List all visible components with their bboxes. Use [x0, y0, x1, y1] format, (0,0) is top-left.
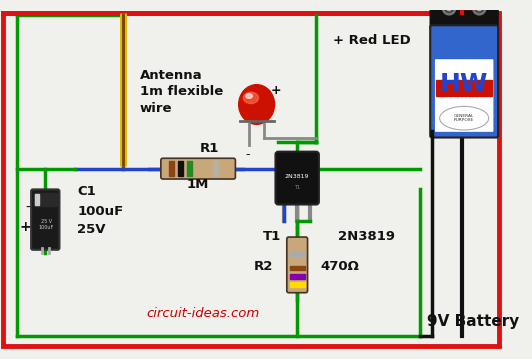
FancyBboxPatch shape: [161, 158, 235, 179]
Bar: [178, 161, 183, 176]
Ellipse shape: [447, 6, 452, 11]
FancyBboxPatch shape: [430, 0, 498, 29]
Text: GENERAL
PURPOSE: GENERAL PURPOSE: [454, 114, 475, 122]
Ellipse shape: [239, 85, 275, 124]
Ellipse shape: [472, 2, 486, 15]
Text: -: -: [25, 201, 30, 215]
Ellipse shape: [475, 4, 484, 13]
FancyBboxPatch shape: [287, 237, 307, 293]
Text: 2N3819: 2N3819: [285, 174, 310, 179]
Ellipse shape: [445, 4, 453, 13]
Bar: [289, 274, 305, 279]
Bar: [187, 161, 192, 176]
Text: C1: C1: [77, 185, 96, 198]
Text: R2: R2: [254, 260, 273, 273]
Text: 25V: 25V: [77, 223, 106, 236]
Text: Antenna
1m flexible
wire: Antenna 1m flexible wire: [139, 69, 223, 115]
FancyBboxPatch shape: [435, 59, 493, 132]
Bar: [436, 80, 493, 95]
Bar: [169, 161, 173, 176]
Text: +: +: [271, 84, 281, 97]
Bar: [213, 161, 218, 176]
Bar: [34, 193, 56, 206]
FancyBboxPatch shape: [430, 25, 498, 137]
Text: circuit-ideas.com: circuit-ideas.com: [146, 307, 260, 321]
Text: 25 V
100uF: 25 V 100uF: [39, 219, 54, 230]
Bar: [289, 251, 305, 256]
FancyBboxPatch shape: [31, 190, 60, 250]
Text: 2N3819: 2N3819: [338, 230, 395, 243]
Bar: [35, 194, 39, 205]
Text: 9V Battery: 9V Battery: [427, 314, 520, 329]
Ellipse shape: [443, 2, 456, 15]
Text: Hi-Watt: Hi-Watt: [446, 97, 482, 106]
Ellipse shape: [477, 6, 481, 11]
Text: T1: T1: [294, 185, 300, 190]
Text: -: -: [245, 148, 250, 161]
Text: R1: R1: [200, 142, 219, 155]
Bar: [289, 282, 305, 287]
FancyBboxPatch shape: [276, 151, 319, 205]
Text: 1M: 1M: [187, 178, 209, 191]
Ellipse shape: [439, 106, 489, 130]
Text: T1: T1: [263, 230, 281, 243]
Bar: [289, 266, 305, 270]
Ellipse shape: [244, 92, 259, 103]
Text: 470Ω: 470Ω: [321, 260, 360, 273]
Ellipse shape: [246, 94, 252, 98]
Text: + Red LED: + Red LED: [333, 34, 411, 47]
Text: HW: HW: [440, 71, 488, 95]
Text: +: +: [20, 220, 31, 234]
Text: 100uF: 100uF: [77, 205, 123, 218]
